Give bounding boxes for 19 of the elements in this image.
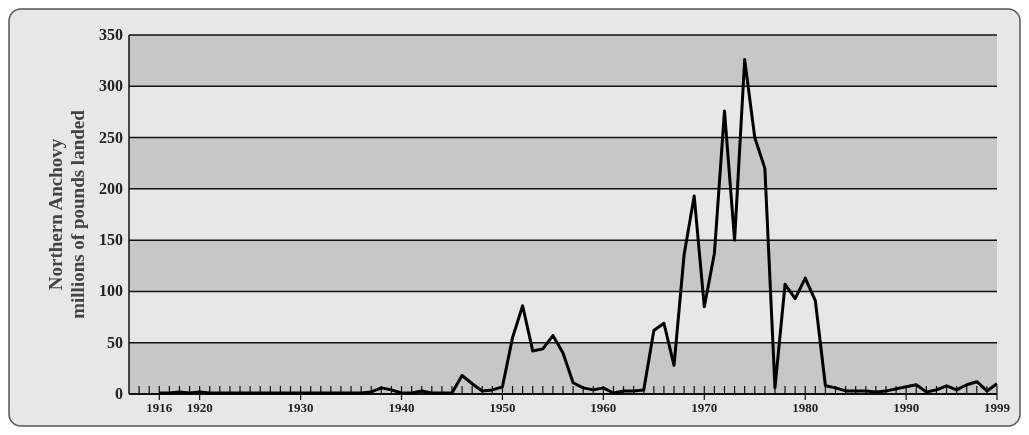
y-tick-label: 150	[99, 231, 123, 249]
y-tick-label: 250	[99, 128, 123, 146]
x-tick-label: 1940	[388, 400, 415, 415]
y-axis-title: Northern Anchovy millions of pounds landed	[45, 109, 88, 319]
y-tick-label: 100	[99, 282, 123, 300]
x-tick-label: 1916	[146, 400, 173, 415]
x-tick-label: 1960	[590, 400, 617, 415]
x-tick-label: 1990	[893, 400, 920, 415]
x-tick-label: 1950	[489, 400, 516, 415]
x-tick-label: 1920	[186, 400, 213, 415]
y-tick-label: 350	[99, 26, 123, 43]
x-tick-label: 1970	[691, 400, 718, 415]
x-tick-label: 1980	[792, 400, 819, 415]
x-tick-label: 1930	[287, 400, 314, 415]
y-tick-label: 300	[99, 77, 123, 95]
y-tick-label: 0	[115, 385, 123, 402]
y-tick-label: 200	[99, 179, 123, 197]
y-tick-label: 50	[107, 333, 123, 351]
x-tick-label: 1999	[984, 400, 1011, 415]
